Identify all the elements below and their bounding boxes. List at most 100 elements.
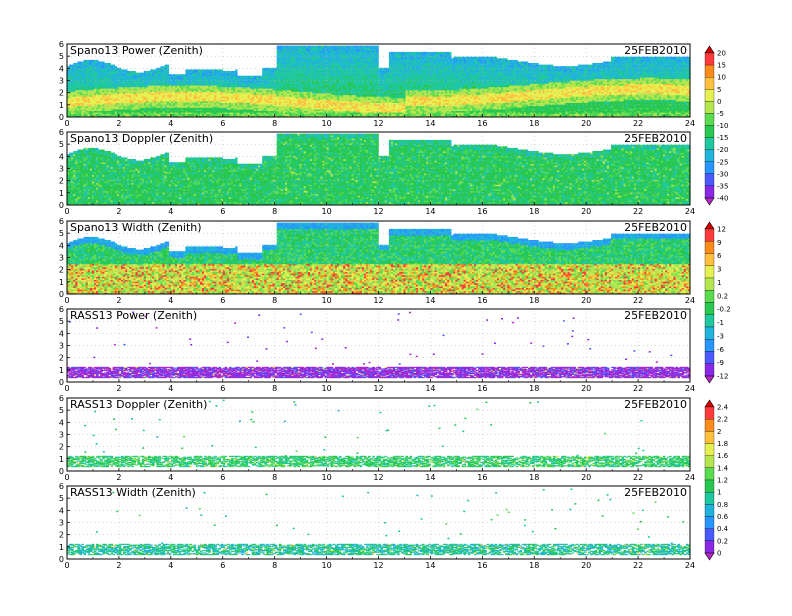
colorbar-swatch (705, 138, 714, 150)
x-tick-label: 18 (529, 561, 539, 570)
colorbar-swatch (705, 480, 714, 492)
colorbar-label: -12 (717, 373, 728, 381)
x-tick-label: 8 (272, 119, 277, 128)
x-tick-label: 12 (373, 296, 383, 305)
profiler-figure: 0246810121416182022240123456Spano13 Powe… (0, 0, 792, 612)
colorbar-label: 0.6 (717, 513, 729, 521)
x-tick-label: 12 (373, 119, 383, 128)
colorbar-label: 20 (717, 50, 726, 58)
colorbar-swatch (705, 254, 714, 266)
colorbar-top-arrow (705, 46, 714, 53)
colorbar-label: 2.4 (717, 404, 729, 412)
colorbar-label: 0.4 (717, 525, 729, 533)
x-tick-label: 0 (64, 207, 69, 216)
y-tick-label: 3 (59, 342, 64, 351)
x-tick-label: 22 (633, 207, 643, 216)
y-tick-label: 1 (59, 189, 64, 198)
colorbar-swatch (705, 113, 714, 125)
x-tick-label: 4 (168, 207, 173, 216)
colorbar-swatch (705, 290, 714, 302)
x-tick-label: 24 (685, 473, 695, 482)
y-tick-label: 4 (59, 152, 64, 161)
y-tick-label: 6 (59, 128, 64, 137)
colorbar-label: -1 (717, 319, 724, 327)
y-tick-label: 4 (59, 418, 64, 427)
x-tick-label: 4 (168, 296, 173, 305)
x-tick-label: 10 (321, 384, 331, 393)
x-tick-label: 14 (425, 296, 435, 305)
panel-title: Spano13 Power (Zenith) (70, 44, 203, 57)
x-tick-label: 6 (220, 473, 225, 482)
x-tick-label: 8 (272, 473, 277, 482)
colorbar-swatch (705, 162, 714, 174)
x-tick-label: 22 (633, 384, 643, 393)
y-tick-label: 6 (59, 40, 64, 49)
x-tick-label: 22 (633, 561, 643, 570)
colorbar-swatch (705, 77, 714, 89)
x-tick-label: 12 (373, 473, 383, 482)
x-tick-label: 20 (581, 561, 591, 570)
y-tick-label: 0 (59, 290, 64, 299)
x-tick-label: 20 (581, 473, 591, 482)
colorbar-swatch (705, 186, 714, 198)
colorbar-label: -0.2 (717, 306, 731, 314)
colorbar-label: -10 (717, 122, 728, 130)
panel-title: RASS13 Doppler (Zenith) (70, 398, 207, 411)
colorbar-swatch (705, 126, 714, 138)
panel-date: 25FEB2010 (624, 309, 687, 322)
x-tick-label: 2 (116, 561, 121, 570)
y-tick-label: 0 (59, 467, 64, 476)
colorbar-swatch (705, 468, 714, 480)
colorbar-label: 1.2 (717, 477, 728, 485)
x-tick-label: 12 (373, 384, 383, 393)
colorbar-swatch (705, 529, 714, 541)
colorbar-label: -6 (717, 346, 725, 354)
colorbar-bottom-arrow (705, 198, 714, 205)
colorbar-swatch (705, 65, 714, 77)
colorbar-label: -15 (717, 134, 728, 142)
y-tick-label: 4 (59, 64, 64, 73)
x-tick-label: 6 (220, 384, 225, 393)
y-tick-label: 4 (59, 241, 64, 250)
colorbar-top-arrow (705, 222, 714, 229)
colorbar-label: -40 (717, 195, 728, 203)
y-tick-label: 2 (59, 354, 64, 363)
x-tick-label: 24 (685, 561, 695, 570)
x-tick-label: 8 (272, 207, 277, 216)
x-tick-label: 4 (168, 384, 173, 393)
x-tick-label: 16 (477, 384, 487, 393)
colorbar-bottom-arrow (705, 553, 714, 560)
x-tick-label: 20 (581, 296, 591, 305)
colorbar-label: 5 (717, 86, 721, 94)
y-tick-label: 0 (59, 113, 64, 122)
x-tick-label: 10 (321, 473, 331, 482)
colorbar-label: 1.4 (717, 464, 729, 472)
colorbar-label: -25 (717, 158, 728, 166)
colorbar-bottom-arrow (705, 376, 714, 383)
x-tick-label: 14 (425, 119, 435, 128)
colorbar-swatch (705, 278, 714, 290)
x-tick-label: 4 (168, 119, 173, 128)
colorbar-label: -3 (717, 332, 724, 340)
x-tick-label: 6 (220, 296, 225, 305)
y-tick-label: 1 (59, 543, 64, 552)
colorbar-label: 2.2 (717, 416, 728, 424)
y-tick-label: 3 (59, 165, 64, 174)
colorbar-3: 2.42.221.81.61.41.210.80.60.40.20 (705, 400, 729, 560)
x-tick-label: 20 (581, 384, 591, 393)
x-tick-label: 24 (685, 119, 695, 128)
panel-date: 25FEB2010 (624, 398, 687, 411)
x-tick-label: 2 (116, 119, 121, 128)
colorbar-swatch (705, 364, 714, 376)
colorbar-swatch (705, 517, 714, 529)
x-tick-label: 2 (116, 384, 121, 393)
y-tick-label: 0 (59, 201, 64, 210)
y-tick-label: 5 (59, 52, 64, 61)
x-tick-label: 18 (529, 296, 539, 305)
y-tick-label: 1 (59, 366, 64, 375)
